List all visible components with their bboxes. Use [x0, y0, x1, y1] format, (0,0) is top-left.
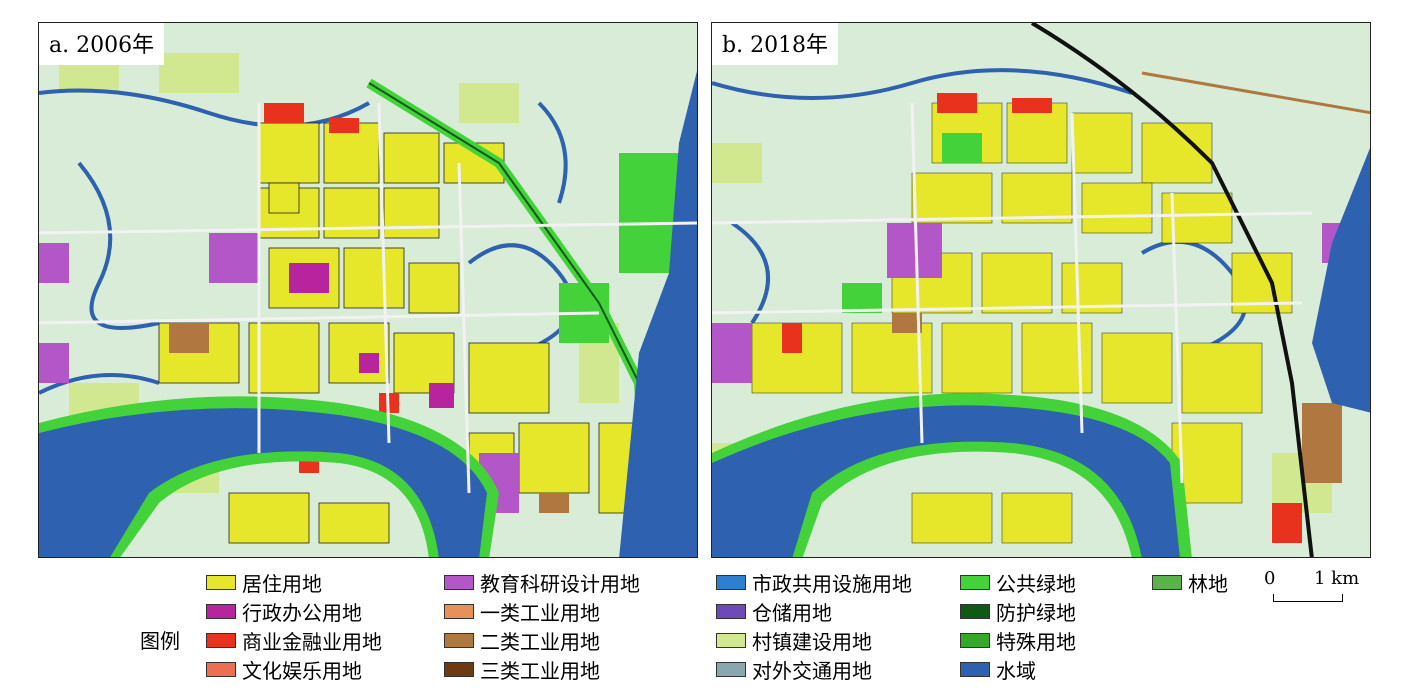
legend-label: 市政共用设施用地 — [752, 571, 912, 596]
legend-label: 一类工业用地 — [480, 600, 600, 625]
legend-item-special: 特殊用地 — [960, 628, 1076, 654]
legend-swatch — [960, 603, 990, 619]
legend-label: 居住用地 — [242, 571, 322, 596]
legend-swatch — [444, 574, 474, 590]
land-use-map-2018 — [712, 23, 1370, 557]
legend-label: 对外交通用地 — [752, 658, 872, 683]
legend-item-industry-3: 三类工业用地 — [444, 657, 600, 683]
legend-label: 教育科研设计用地 — [480, 571, 640, 596]
legend-label: 特殊用地 — [996, 629, 1076, 654]
legend-item-education: 教育科研设计用地 — [444, 570, 640, 596]
legend-item-culture: 文化娱乐用地 — [206, 657, 362, 683]
legend-item-public-green: 公共绿地 — [960, 570, 1076, 596]
legend-swatch — [444, 632, 474, 648]
legend-item-commercial: 商业金融业用地 — [206, 628, 382, 654]
legend-swatch — [206, 632, 236, 648]
legend-label: 林地 — [1188, 571, 1228, 596]
legend-item-transport: 对外交通用地 — [716, 657, 872, 683]
legend-swatch — [206, 574, 236, 590]
legend-swatch — [960, 632, 990, 648]
map-panel-2018: b. 2018年 — [711, 22, 1371, 558]
legend-item-forest: 林地 — [1152, 570, 1228, 596]
legend-swatch — [716, 661, 746, 677]
legend-item-municipal: 市政共用设施用地 — [716, 570, 912, 596]
legend-item-industry-1: 一类工业用地 — [444, 599, 600, 625]
legend-label: 商业金融业用地 — [242, 629, 382, 654]
legend-swatch — [716, 603, 746, 619]
map-panel-2006: a. 2006年 — [38, 22, 698, 558]
scale-bar-line — [1273, 594, 1343, 602]
legend-item-admin: 行政办公用地 — [206, 599, 362, 625]
legend-label: 行政办公用地 — [242, 600, 362, 625]
scale-start-label: 0 — [1264, 568, 1276, 589]
legend-swatch — [444, 603, 474, 619]
legend-label: 水域 — [996, 658, 1036, 683]
legend-label: 二类工业用地 — [480, 629, 600, 654]
legend-item-village: 村镇建设用地 — [716, 628, 872, 654]
legend-label: 文化娱乐用地 — [242, 658, 362, 683]
legend-swatch — [960, 574, 990, 590]
legend-label: 三类工业用地 — [480, 658, 600, 683]
land-use-map-2006 — [39, 23, 697, 557]
legend-title: 图例 — [140, 629, 180, 653]
panel-label-b: b. 2018年 — [712, 23, 839, 65]
legend-swatch — [1152, 574, 1182, 590]
legend-swatch — [716, 574, 746, 590]
legend-item-residential: 居住用地 — [206, 570, 322, 596]
scale-end-label: 1 km — [1314, 568, 1360, 589]
legend-item-industry-2: 二类工业用地 — [444, 628, 600, 654]
legend-label: 公共绿地 — [996, 571, 1076, 596]
legend-swatch — [206, 603, 236, 619]
scale-bar: 0 1 km — [1264, 568, 1364, 608]
legend-label: 仓储用地 — [752, 600, 832, 625]
legend-swatch — [444, 661, 474, 677]
legend-label: 防护绿地 — [996, 600, 1076, 625]
legend-label: 村镇建设用地 — [752, 629, 872, 654]
legend-swatch — [960, 661, 990, 677]
panel-label-a: a. 2006年 — [39, 23, 165, 65]
legend-swatch — [206, 661, 236, 677]
legend-swatch — [716, 632, 746, 648]
legend-item-water: 水域 — [960, 657, 1036, 683]
legend-item-storage: 仓储用地 — [716, 599, 832, 625]
legend-item-protective-green: 防护绿地 — [960, 599, 1076, 625]
